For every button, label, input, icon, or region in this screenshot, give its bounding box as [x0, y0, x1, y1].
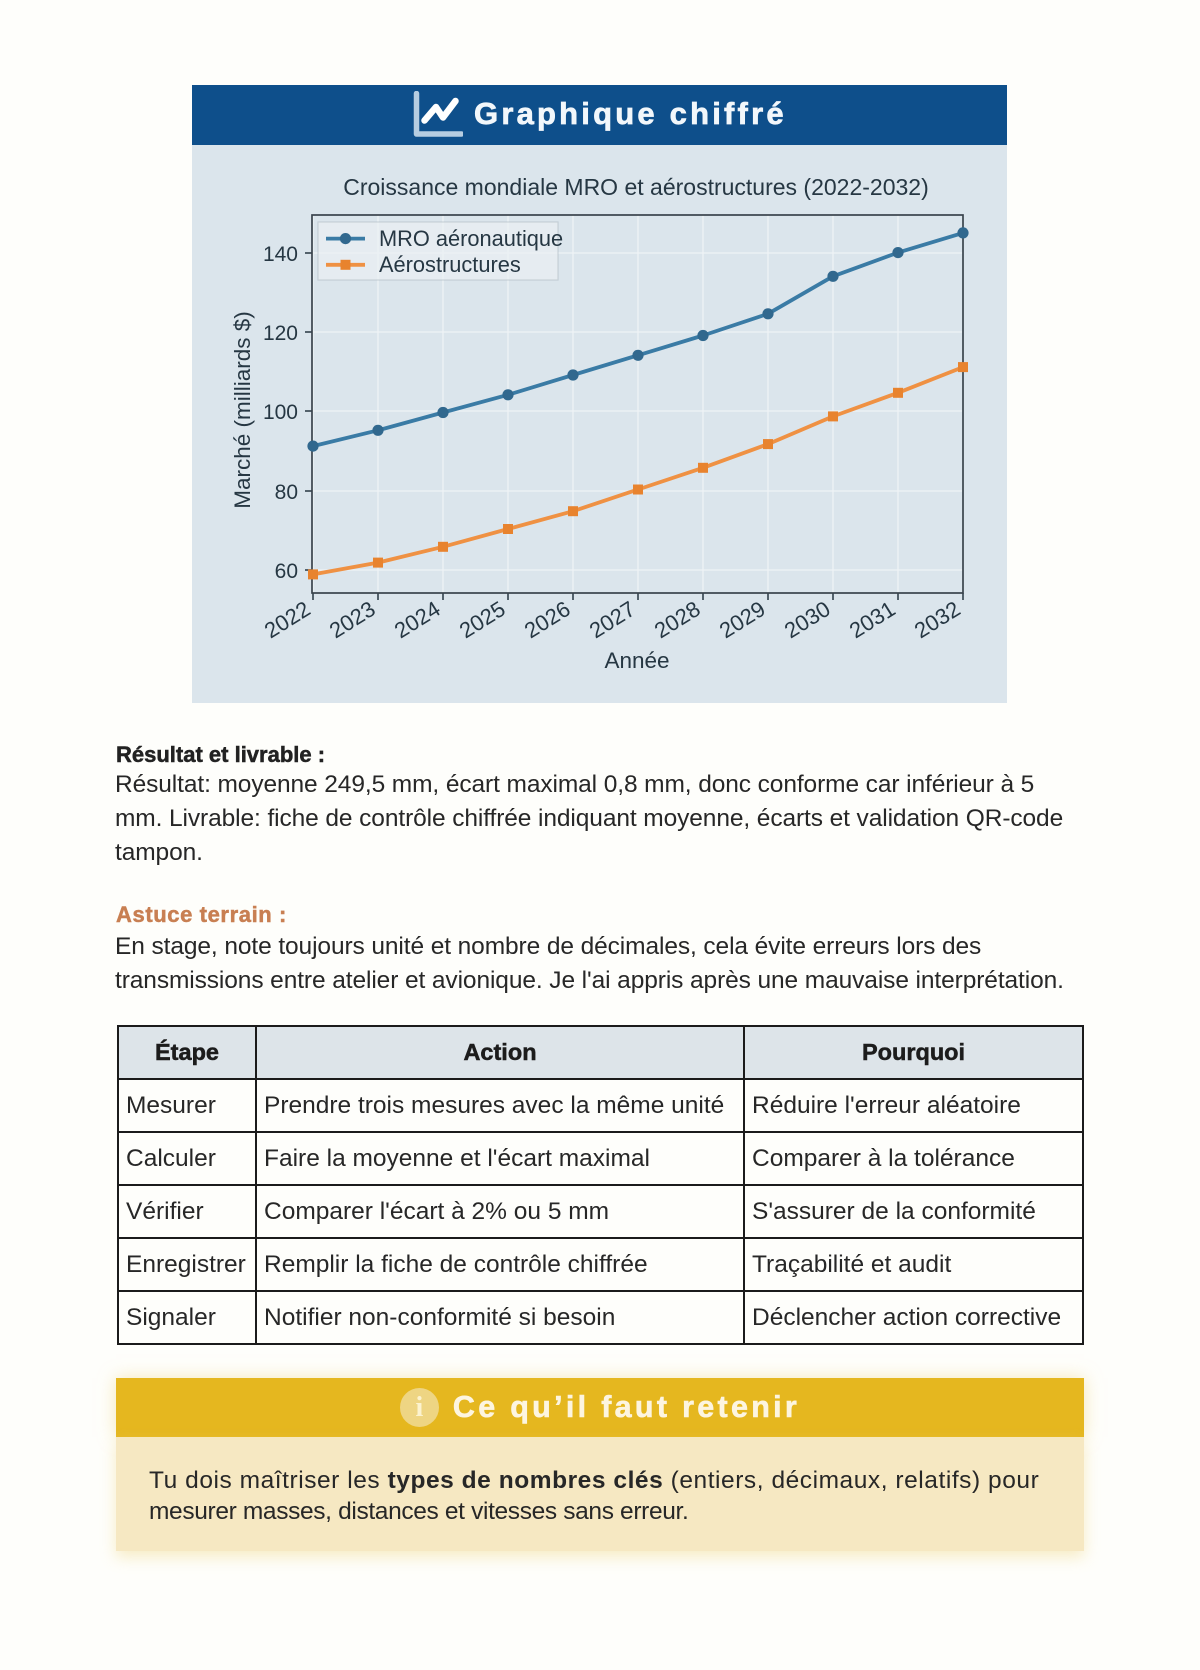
- svg-text:60: 60: [275, 560, 298, 583]
- svg-text:2026: 2026: [520, 596, 575, 643]
- svg-text:2022: 2022: [260, 596, 315, 643]
- svg-text:MRO aéronautique: MRO aéronautique: [379, 226, 563, 251]
- svg-text:Croissance mondiale MRO et aér: Croissance mondiale MRO et aérostructure…: [343, 174, 929, 200]
- svg-text:2030: 2030: [780, 596, 835, 643]
- svg-text:2024: 2024: [390, 596, 445, 643]
- svg-text:2031: 2031: [845, 596, 900, 643]
- svg-text:2025: 2025: [455, 596, 510, 643]
- svg-text:2027: 2027: [585, 596, 640, 643]
- svg-text:100: 100: [263, 401, 298, 424]
- svg-text:2029: 2029: [715, 596, 770, 643]
- svg-text:80: 80: [275, 481, 298, 504]
- svg-text:Marché (milliards $): Marché (milliards $): [230, 311, 255, 509]
- svg-text:120: 120: [263, 322, 298, 345]
- svg-text:Année: Année: [604, 648, 669, 673]
- svg-text:Aérostructures: Aérostructures: [379, 252, 521, 277]
- svg-text:140: 140: [263, 243, 298, 266]
- svg-text:2028: 2028: [650, 596, 705, 643]
- svg-text:2032: 2032: [910, 596, 965, 643]
- svg-text:2023: 2023: [325, 596, 380, 643]
